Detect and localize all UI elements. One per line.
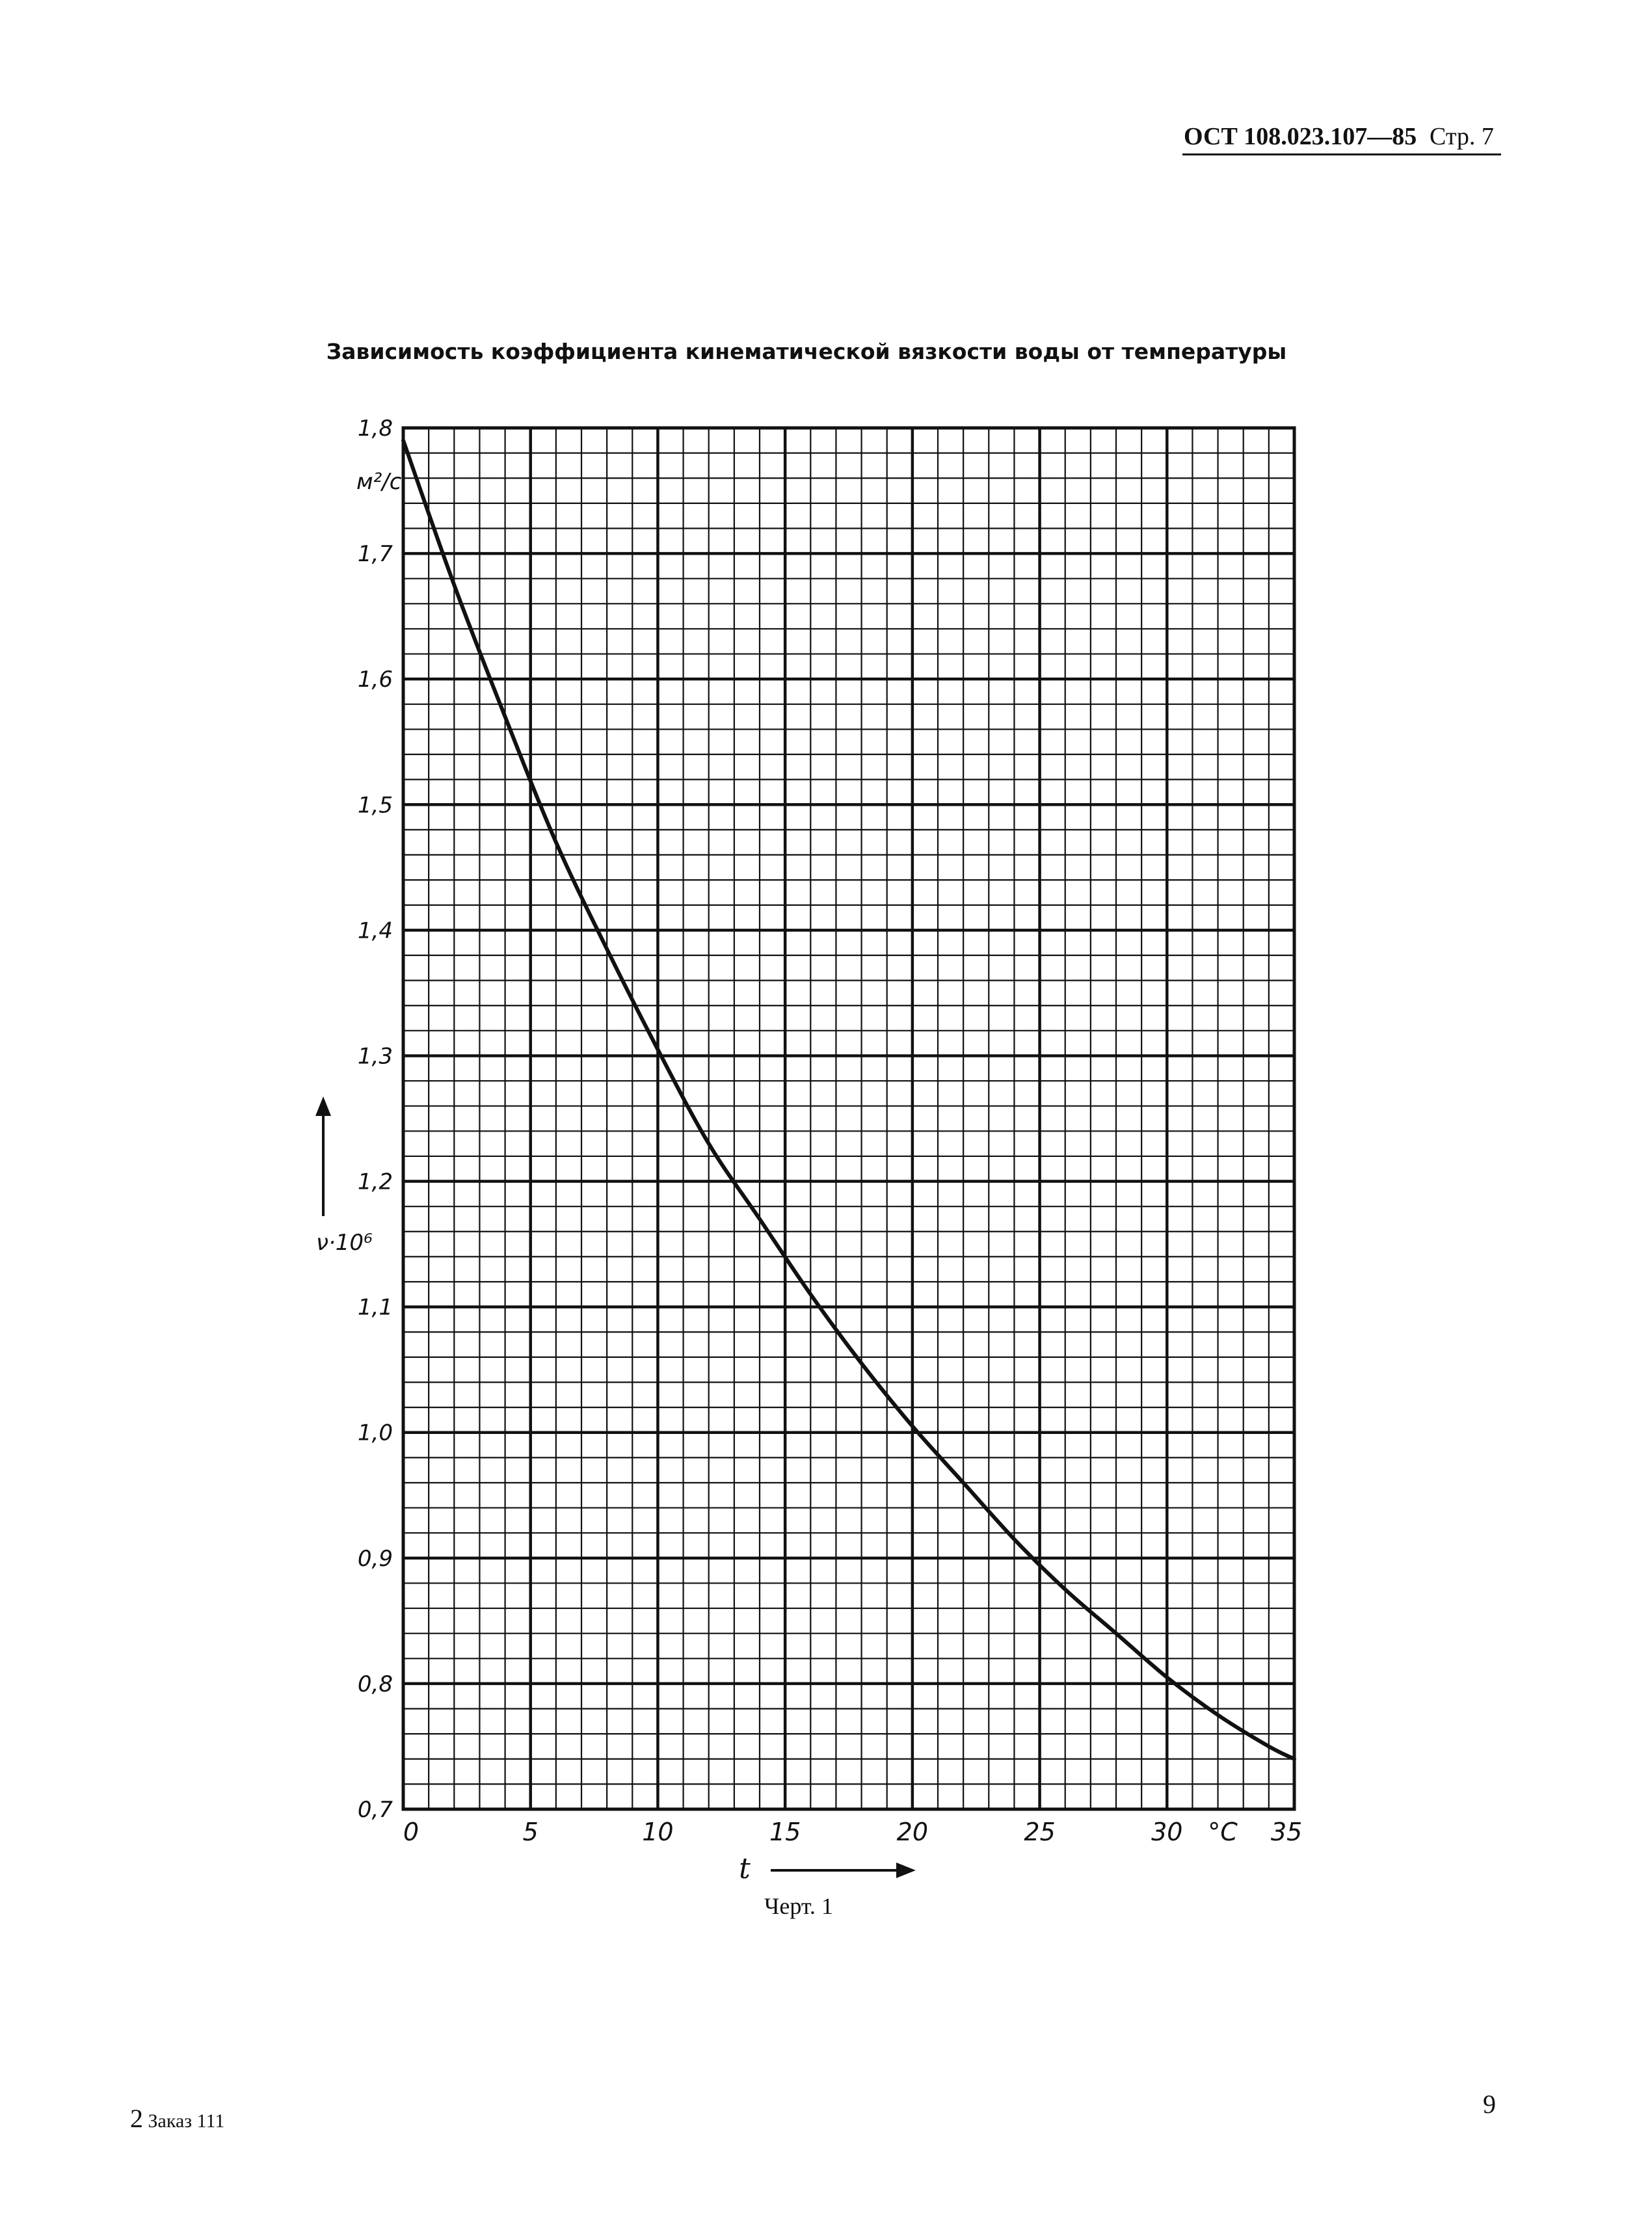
y-tick-label: 1,7: [358, 541, 393, 567]
x-tick-label: 20: [897, 1818, 928, 1846]
y-tick-label: 1,2: [358, 1169, 393, 1195]
chart-grid-minor: [403, 428, 1294, 1809]
y-axis-arrowhead: [315, 1096, 331, 1116]
document-code: ОСТ 108.023.107—85: [1184, 123, 1417, 150]
header-rule: [1182, 153, 1501, 155]
document-header: ОСТ 108.023.107—85 Стр. 7: [1184, 122, 1522, 168]
y-axis-unit: м²/с: [356, 469, 402, 495]
y-tick-label: 1,1: [358, 1295, 393, 1321]
plot-frame: [401, 426, 1296, 1811]
y-tick-label: 1,0: [358, 1420, 393, 1446]
footer-left: 2 Заказ 111: [130, 2103, 224, 2134]
page-label: Стр. 7: [1430, 123, 1494, 150]
x-axis-label-group: t: [739, 1852, 916, 1885]
figure-caption: Черт. 1: [764, 1893, 833, 1919]
order-label: Заказ 111: [148, 2110, 225, 2132]
x-axis-label: t: [739, 1852, 751, 1885]
x-tick-label: 35: [1271, 1818, 1302, 1846]
y-tick-label: 0,8: [358, 1671, 393, 1697]
page-number: 9: [1483, 2089, 1496, 2119]
y-axis-label-group: ν·10⁶: [315, 1096, 373, 1256]
y-axis-label: ν·10⁶: [316, 1230, 373, 1256]
series-line-viscosity: [401, 438, 1296, 1761]
y-tick-label: 1,5: [358, 792, 393, 818]
chart-grid-major: [403, 428, 1294, 1809]
x-axis-arrowhead: [896, 1863, 916, 1878]
x-tick-label: 0: [403, 1818, 419, 1846]
x-tick-label: 15: [769, 1818, 801, 1846]
y-tick-label: 1,3: [358, 1043, 393, 1069]
x-tick-labels: 0 5 10 15 20 25 30 35: [403, 1818, 1302, 1846]
x-axis-unit: °C: [1208, 1818, 1238, 1846]
y-tick-label: 0,7: [358, 1797, 393, 1823]
x-tick-label: 30: [1151, 1818, 1182, 1846]
y-tick-labels: 0,7 0,8 0,9 1,0 1,1 1,2 1,3 1,4 1,5 1,6 1,7 1,8: [358, 416, 393, 1823]
y-tick-label: 1,6: [358, 667, 393, 693]
x-tick-label: 25: [1024, 1818, 1055, 1846]
sheet-number: 2: [130, 2104, 143, 2133]
y-tick-label: 0,9: [358, 1546, 393, 1572]
x-tick-label: 5: [523, 1818, 539, 1846]
x-tick-label: 10: [642, 1818, 673, 1846]
y-tick-label: 1,4: [358, 918, 393, 944]
y-tick-label: 1,8: [358, 416, 393, 442]
chart-title: Зависимость коэффициента кинематической …: [326, 339, 1287, 364]
